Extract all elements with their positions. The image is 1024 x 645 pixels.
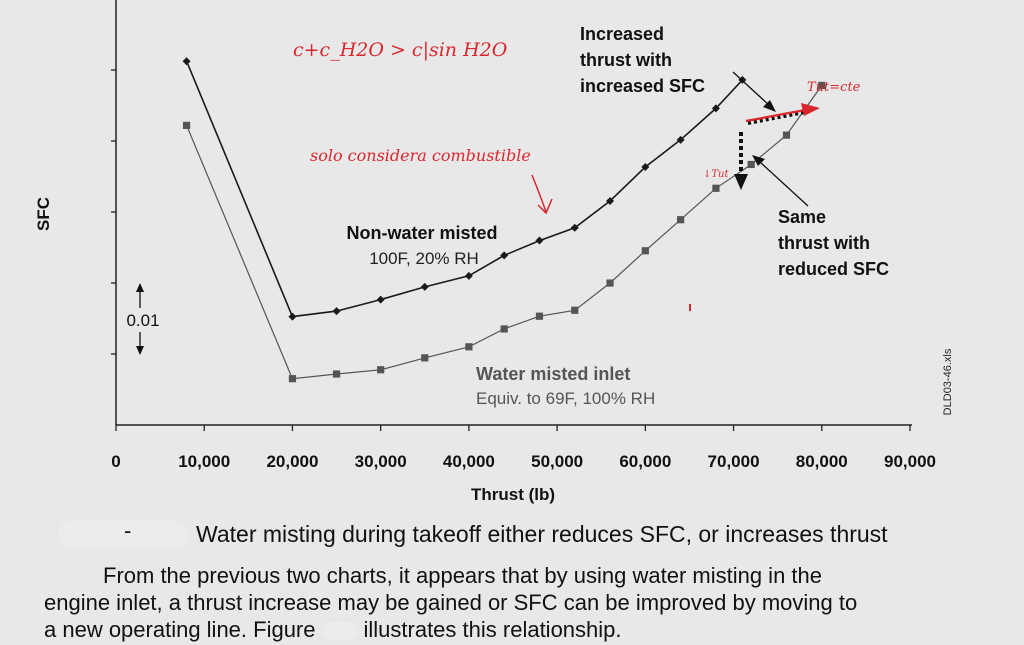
x-tick-label: 30,000 xyxy=(355,452,407,471)
data-point-nonwater xyxy=(606,197,615,206)
data-point-water xyxy=(500,325,508,333)
y-axis-title: SFC xyxy=(34,197,53,231)
data-point-nonwater xyxy=(182,57,191,66)
data-point-nonwater xyxy=(676,135,685,144)
series-label-water: Water misted inlet xyxy=(476,364,630,384)
figure-caption: Water misting during takeoff either redu… xyxy=(196,521,888,547)
data-point-water xyxy=(747,160,755,169)
handwritten-formula: c+c_H2O > c|sin H2O xyxy=(293,39,508,61)
x-tick-labels: 0 10,000 20,000 30,000 40,000 50,000 60,000 70,… xyxy=(111,452,936,471)
scale-indicator: 0.01 xyxy=(126,283,160,355)
data-point-water xyxy=(571,306,579,314)
handwritten-tut-cte: Tut=cte xyxy=(807,80,861,95)
paragraph-line-2: engine inlet, a thrust increase may be g… xyxy=(44,590,858,615)
data-point-water xyxy=(818,81,826,90)
data-point-water xyxy=(535,312,544,320)
chart: 0 10,000 20,000 30,000 40,000 50,000 60,000 70,… xyxy=(34,0,954,504)
x-axis-title: Thrust (lb) xyxy=(471,485,555,504)
x-tick-label: 40,000 xyxy=(443,452,495,471)
arrow-increase-thrust xyxy=(745,103,820,125)
data-point-nonwater xyxy=(464,271,473,280)
data-point-nonwater xyxy=(641,163,650,172)
data-point-nonwater xyxy=(288,312,297,321)
paragraph-line-3-start: a new operating line. Figure xyxy=(44,617,316,642)
arrow-reduce-sfc xyxy=(734,132,748,190)
x-tick-label: 60,000 xyxy=(619,452,671,471)
paragraph-line-3: a new operating line. Figure illustrates … xyxy=(40,616,1000,643)
data-point-water xyxy=(465,343,473,351)
paragraph-line-3-end: illustrates this relationship. xyxy=(363,617,622,642)
file-label: DLD03-46.xls xyxy=(942,348,954,415)
figure-number-blur xyxy=(321,622,358,641)
annotation-same: Same thrust with reduced SFC xyxy=(752,155,889,279)
data-point-nonwater xyxy=(332,307,341,316)
data-point-nonwater xyxy=(570,223,579,232)
data-point-water xyxy=(677,216,685,224)
x-tick-label: 80,000 xyxy=(796,452,848,471)
x-tick-label: 50,000 xyxy=(531,452,583,471)
y-ticks xyxy=(111,69,116,355)
scale-label: 0.01 xyxy=(126,311,159,330)
x-tick-label: 20,000 xyxy=(266,452,318,471)
svg-text:thrust with: thrust with xyxy=(580,50,672,70)
series-label-nonwater: Non-water misted xyxy=(346,223,497,243)
handwritten-arrow xyxy=(531,174,553,215)
data-point-nonwater xyxy=(711,104,720,113)
series-line-water xyxy=(186,85,823,380)
series-layer xyxy=(182,57,826,383)
handwritten-tut-down: ↓Tut xyxy=(703,169,729,180)
data-point-nonwater xyxy=(535,236,544,245)
data-point-nonwater xyxy=(376,295,385,304)
data-point-water xyxy=(288,375,297,383)
data-point-water xyxy=(782,131,791,139)
data-point-water xyxy=(606,279,614,287)
data-point-nonwater xyxy=(500,251,509,260)
svg-text:thrust with: thrust with xyxy=(778,233,870,253)
data-point-water xyxy=(421,354,429,362)
body-paragraph: From the previous two charts, it appears… xyxy=(40,562,1000,643)
caption-dash: - xyxy=(124,518,132,543)
x-tick-label: 90,000 xyxy=(884,452,936,471)
x-tick-label: 70,000 xyxy=(708,452,760,471)
svg-text:Same: Same xyxy=(778,207,826,227)
data-point-water xyxy=(641,247,649,255)
svg-text:Increased: Increased xyxy=(580,24,664,44)
series-line-nonwater xyxy=(185,60,743,318)
x-tick-label: 10,000 xyxy=(178,452,230,471)
data-point-nonwater xyxy=(420,282,429,291)
x-tick-label: 0 xyxy=(111,452,120,471)
x-ticks xyxy=(115,425,911,431)
series-sublabel-nonwater: 100F, 20% RH xyxy=(369,249,479,268)
data-point-water xyxy=(712,184,720,192)
data-point-water xyxy=(332,370,341,378)
annotation-increased: Increased thrust with increased SFC xyxy=(580,24,776,112)
data-point-water xyxy=(377,366,385,374)
paragraph-line-1: From the previous two charts, it appears… xyxy=(103,563,822,588)
svg-text:reduced SFC: reduced SFC xyxy=(778,259,889,279)
data-point-water xyxy=(182,121,191,129)
caption-number-blur xyxy=(58,521,188,549)
svg-text:increased SFC: increased SFC xyxy=(580,76,705,96)
series-sublabel-water: Equiv. to 69F, 100% RH xyxy=(476,389,655,408)
handwritten-note: solo considera combustible xyxy=(310,146,531,165)
